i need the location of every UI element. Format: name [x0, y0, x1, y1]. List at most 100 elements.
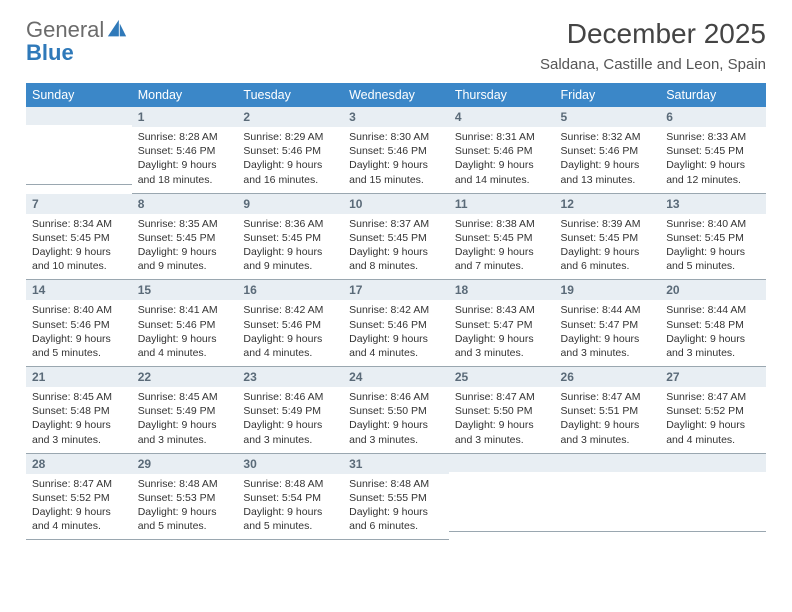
calendar-cell: 8Sunrise: 8:35 AMSunset: 5:45 PMDaylight… — [132, 194, 238, 281]
daylight-text: Daylight: 9 hours and 18 minutes. — [138, 158, 232, 186]
calendar-week-row: 21Sunrise: 8:45 AMSunset: 5:48 PMDayligh… — [26, 367, 766, 454]
day-number: 2 — [237, 107, 343, 127]
day-number: 29 — [132, 454, 238, 474]
sunrise-text: Sunrise: 8:47 AM — [455, 390, 549, 404]
day-details: Sunrise: 8:36 AMSunset: 5:45 PMDaylight:… — [237, 214, 343, 280]
day-details: Sunrise: 8:42 AMSunset: 5:46 PMDaylight:… — [237, 300, 343, 366]
calendar-cell: 3Sunrise: 8:30 AMSunset: 5:46 PMDaylight… — [343, 107, 449, 194]
daylight-text: Daylight: 9 hours and 5 minutes. — [243, 505, 337, 533]
sunrise-text: Sunrise: 8:47 AM — [32, 477, 126, 491]
calendar-cell: 13Sunrise: 8:40 AMSunset: 5:45 PMDayligh… — [660, 194, 766, 281]
day-number — [555, 454, 661, 472]
sunset-text: Sunset: 5:45 PM — [666, 144, 760, 158]
calendar-cell: 12Sunrise: 8:39 AMSunset: 5:45 PMDayligh… — [555, 194, 661, 281]
day-details: Sunrise: 8:48 AMSunset: 5:53 PMDaylight:… — [132, 474, 238, 540]
sunrise-text: Sunrise: 8:43 AM — [455, 303, 549, 317]
day-number: 24 — [343, 367, 449, 387]
header: General Blue December 2025 Saldana, Cast… — [26, 18, 766, 79]
sunrise-text: Sunrise: 8:45 AM — [138, 390, 232, 404]
calendar-cell: 25Sunrise: 8:47 AMSunset: 5:50 PMDayligh… — [449, 367, 555, 454]
sunrise-text: Sunrise: 8:29 AM — [243, 130, 337, 144]
calendar-cell: 11Sunrise: 8:38 AMSunset: 5:45 PMDayligh… — [449, 194, 555, 281]
day-details — [26, 125, 132, 134]
sunset-text: Sunset: 5:45 PM — [349, 231, 443, 245]
daylight-text: Daylight: 9 hours and 9 minutes. — [243, 245, 337, 273]
day-number: 6 — [660, 107, 766, 127]
daylight-text: Daylight: 9 hours and 3 minutes. — [666, 332, 760, 360]
day-number: 12 — [555, 194, 661, 214]
sunset-text: Sunset: 5:46 PM — [243, 144, 337, 158]
day-number — [449, 454, 555, 472]
calendar-cell: 18Sunrise: 8:43 AMSunset: 5:47 PMDayligh… — [449, 280, 555, 367]
day-number: 7 — [26, 194, 132, 214]
day-number: 10 — [343, 194, 449, 214]
day-number: 18 — [449, 280, 555, 300]
day-details: Sunrise: 8:46 AMSunset: 5:49 PMDaylight:… — [237, 387, 343, 453]
day-details: Sunrise: 8:48 AMSunset: 5:55 PMDaylight:… — [343, 474, 449, 540]
sunset-text: Sunset: 5:45 PM — [32, 231, 126, 245]
daylight-text: Daylight: 9 hours and 3 minutes. — [455, 418, 549, 446]
sunset-text: Sunset: 5:46 PM — [243, 318, 337, 332]
sunset-text: Sunset: 5:45 PM — [138, 231, 232, 245]
day-details — [555, 472, 661, 481]
sunrise-text: Sunrise: 8:40 AM — [32, 303, 126, 317]
sunrise-text: Sunrise: 8:48 AM — [349, 477, 443, 491]
daylight-text: Daylight: 9 hours and 4 minutes. — [349, 332, 443, 360]
day-number — [26, 107, 132, 125]
sunrise-text: Sunrise: 8:46 AM — [349, 390, 443, 404]
day-number: 1 — [132, 107, 238, 127]
sunrise-text: Sunrise: 8:34 AM — [32, 217, 126, 231]
calendar-week-row: 14Sunrise: 8:40 AMSunset: 5:46 PMDayligh… — [26, 280, 766, 367]
sunrise-text: Sunrise: 8:44 AM — [561, 303, 655, 317]
calendar-cell: 27Sunrise: 8:47 AMSunset: 5:52 PMDayligh… — [660, 367, 766, 454]
day-details — [660, 472, 766, 481]
day-number: 14 — [26, 280, 132, 300]
sunrise-text: Sunrise: 8:30 AM — [349, 130, 443, 144]
day-details: Sunrise: 8:44 AMSunset: 5:48 PMDaylight:… — [660, 300, 766, 366]
daylight-text: Daylight: 9 hours and 3 minutes. — [561, 418, 655, 446]
day-number: 20 — [660, 280, 766, 300]
daylight-text: Daylight: 9 hours and 5 minutes. — [32, 332, 126, 360]
day-details: Sunrise: 8:47 AMSunset: 5:51 PMDaylight:… — [555, 387, 661, 453]
day-details: Sunrise: 8:47 AMSunset: 5:52 PMDaylight:… — [660, 387, 766, 453]
sail-icon — [106, 18, 128, 40]
calendar-cell: 31Sunrise: 8:48 AMSunset: 5:55 PMDayligh… — [343, 454, 449, 541]
day-details: Sunrise: 8:43 AMSunset: 5:47 PMDaylight:… — [449, 300, 555, 366]
sunset-text: Sunset: 5:46 PM — [349, 318, 443, 332]
day-number: 17 — [343, 280, 449, 300]
day-number: 23 — [237, 367, 343, 387]
daylight-text: Daylight: 9 hours and 9 minutes. — [138, 245, 232, 273]
daylight-text: Daylight: 9 hours and 3 minutes. — [349, 418, 443, 446]
day-details: Sunrise: 8:39 AMSunset: 5:45 PMDaylight:… — [555, 214, 661, 280]
calendar-cell: 10Sunrise: 8:37 AMSunset: 5:45 PMDayligh… — [343, 194, 449, 281]
sunset-text: Sunset: 5:46 PM — [138, 144, 232, 158]
day-number: 28 — [26, 454, 132, 474]
daylight-text: Daylight: 9 hours and 4 minutes. — [138, 332, 232, 360]
sunrise-text: Sunrise: 8:48 AM — [243, 477, 337, 491]
calendar-cell: 16Sunrise: 8:42 AMSunset: 5:46 PMDayligh… — [237, 280, 343, 367]
daylight-text: Daylight: 9 hours and 3 minutes. — [561, 332, 655, 360]
daylight-text: Daylight: 9 hours and 14 minutes. — [455, 158, 549, 186]
day-number: 30 — [237, 454, 343, 474]
sunset-text: Sunset: 5:45 PM — [561, 231, 655, 245]
calendar-cell — [26, 107, 132, 194]
calendar-cell: 26Sunrise: 8:47 AMSunset: 5:51 PMDayligh… — [555, 367, 661, 454]
day-details: Sunrise: 8:47 AMSunset: 5:52 PMDaylight:… — [26, 474, 132, 540]
sunset-text: Sunset: 5:51 PM — [561, 404, 655, 418]
day-number: 27 — [660, 367, 766, 387]
daylight-text: Daylight: 9 hours and 4 minutes. — [666, 418, 760, 446]
daylight-text: Daylight: 9 hours and 12 minutes. — [666, 158, 760, 186]
daylight-text: Daylight: 9 hours and 3 minutes. — [32, 418, 126, 446]
daylight-text: Daylight: 9 hours and 3 minutes. — [455, 332, 549, 360]
day-number: 31 — [343, 454, 449, 474]
day-number: 25 — [449, 367, 555, 387]
day-number: 9 — [237, 194, 343, 214]
daylight-text: Daylight: 9 hours and 3 minutes. — [243, 418, 337, 446]
daylight-text: Daylight: 9 hours and 3 minutes. — [138, 418, 232, 446]
day-details: Sunrise: 8:42 AMSunset: 5:46 PMDaylight:… — [343, 300, 449, 366]
sunrise-text: Sunrise: 8:31 AM — [455, 130, 549, 144]
sunrise-text: Sunrise: 8:38 AM — [455, 217, 549, 231]
calendar-cell: 19Sunrise: 8:44 AMSunset: 5:47 PMDayligh… — [555, 280, 661, 367]
day-details: Sunrise: 8:46 AMSunset: 5:50 PMDaylight:… — [343, 387, 449, 453]
day-details: Sunrise: 8:31 AMSunset: 5:46 PMDaylight:… — [449, 127, 555, 193]
